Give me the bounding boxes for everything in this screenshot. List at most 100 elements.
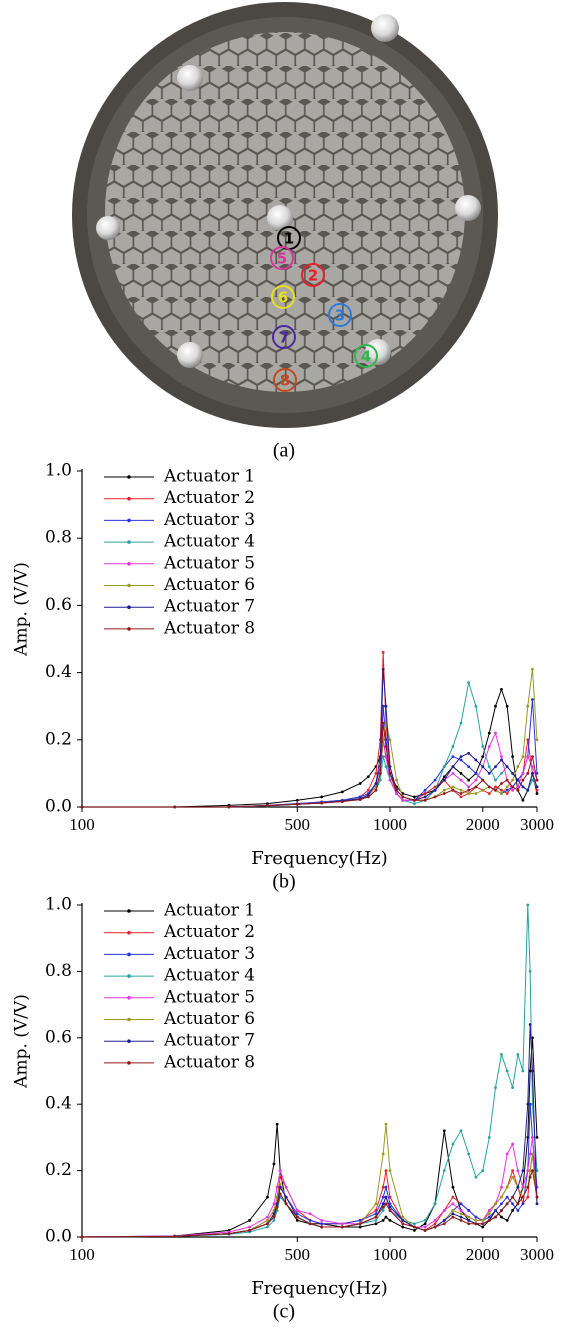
data-point bbox=[295, 798, 299, 802]
data-point bbox=[295, 1209, 299, 1212]
data-point bbox=[401, 1225, 405, 1229]
data-point bbox=[272, 1162, 276, 1166]
data-point bbox=[295, 1215, 299, 1219]
ball bbox=[371, 14, 399, 42]
data-point bbox=[459, 1219, 463, 1222]
data-point bbox=[266, 1219, 269, 1222]
data-point bbox=[511, 772, 515, 775]
data-point bbox=[413, 1222, 416, 1226]
data-point bbox=[278, 1185, 282, 1189]
ball bbox=[177, 65, 203, 91]
data-point bbox=[451, 1195, 455, 1199]
data-point bbox=[248, 1228, 251, 1232]
data-point bbox=[516, 1053, 520, 1056]
data-point bbox=[381, 1152, 385, 1156]
data-point bbox=[423, 1228, 427, 1232]
legend-label: Actuator 3 bbox=[163, 510, 255, 530]
data-point bbox=[500, 788, 503, 792]
y-tick-label: 1.0 bbox=[45, 895, 72, 915]
data-point bbox=[451, 772, 455, 775]
data-point bbox=[272, 1202, 276, 1206]
data-point bbox=[423, 792, 427, 795]
data-point bbox=[320, 1225, 324, 1229]
data-point bbox=[526, 1195, 530, 1199]
data-point bbox=[378, 778, 382, 782]
data-point bbox=[535, 788, 539, 792]
data-point bbox=[521, 1169, 525, 1172]
data-point bbox=[535, 1136, 539, 1139]
data-point bbox=[374, 772, 378, 775]
series-line bbox=[81, 1168, 538, 1238]
data-point bbox=[467, 681, 471, 685]
series-line bbox=[82, 682, 538, 808]
data-point bbox=[516, 778, 520, 782]
data-point bbox=[388, 738, 392, 742]
data-point bbox=[511, 755, 515, 758]
data-point bbox=[511, 1209, 515, 1212]
ball-mounts bbox=[96, 14, 481, 368]
data-point bbox=[481, 1225, 485, 1229]
legend-label: Actuator 3 bbox=[163, 944, 255, 964]
legend-label: Actuator 2 bbox=[163, 488, 255, 508]
data-point bbox=[413, 795, 416, 799]
legend-label: Actuator 2 bbox=[163, 922, 255, 942]
data-point bbox=[467, 1209, 471, 1212]
legend-label: Actuator 4 bbox=[163, 532, 255, 552]
data-point bbox=[494, 731, 497, 735]
data-point bbox=[381, 667, 385, 671]
data-point bbox=[487, 1209, 491, 1212]
data-point bbox=[275, 1205, 279, 1209]
legend-marker bbox=[127, 952, 131, 957]
x-tick-label: 100 bbox=[69, 1245, 95, 1264]
legend-marker bbox=[127, 562, 131, 566]
data-point bbox=[374, 788, 378, 792]
data-point bbox=[413, 1228, 416, 1232]
data-point bbox=[423, 788, 427, 792]
data-point bbox=[526, 772, 530, 775]
data-point bbox=[381, 651, 385, 654]
data-point bbox=[528, 1175, 532, 1179]
data-point bbox=[459, 788, 463, 792]
panel-caption: (c) bbox=[273, 1301, 295, 1323]
data-point bbox=[413, 1225, 416, 1229]
data-point bbox=[227, 805, 231, 809]
data-point bbox=[248, 1225, 251, 1229]
data-point bbox=[358, 782, 362, 785]
data-point bbox=[378, 772, 382, 775]
data-point bbox=[451, 1202, 455, 1206]
actuator-markers: 1 2 3 4 5 6 7 8 bbox=[270, 226, 378, 392]
data-point bbox=[442, 1129, 446, 1133]
data-point bbox=[528, 1069, 532, 1073]
data-point bbox=[500, 1195, 503, 1199]
data-point bbox=[278, 1169, 282, 1172]
y-tick-label: 0.0 bbox=[45, 1227, 72, 1247]
data-point bbox=[505, 1185, 509, 1189]
legend-marker bbox=[127, 496, 131, 501]
data-point bbox=[516, 785, 520, 789]
data-point bbox=[358, 1225, 362, 1229]
legend-marker bbox=[127, 1017, 131, 1022]
data-point bbox=[384, 704, 388, 708]
y-tick-label: 0.4 bbox=[45, 662, 72, 682]
data-point bbox=[528, 970, 532, 973]
data-point bbox=[528, 1169, 532, 1172]
data-point bbox=[388, 1169, 392, 1172]
data-point bbox=[295, 1219, 299, 1222]
data-point bbox=[474, 785, 478, 789]
panel-caption: (a) bbox=[273, 440, 295, 462]
data-point bbox=[535, 738, 539, 742]
marker-ring bbox=[272, 325, 296, 349]
data-point bbox=[451, 1142, 455, 1146]
data-point bbox=[381, 1185, 385, 1189]
data-point bbox=[459, 1215, 463, 1219]
data-point bbox=[481, 778, 485, 782]
data-point bbox=[500, 772, 503, 775]
legend-label: Actuator 8 bbox=[163, 1052, 255, 1072]
data-point bbox=[511, 1142, 515, 1146]
data-point bbox=[388, 1209, 392, 1212]
marker-ring bbox=[273, 368, 297, 392]
data-point bbox=[494, 704, 497, 708]
data-point bbox=[340, 1222, 344, 1226]
